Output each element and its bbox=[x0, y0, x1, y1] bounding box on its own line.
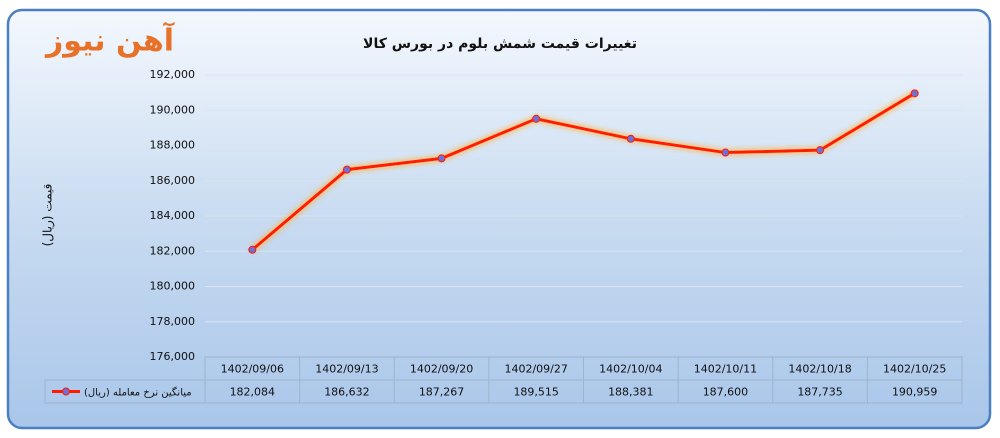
value-label: 187,735 bbox=[797, 386, 843, 399]
chart-title: تغییرات قیمت شمش بلوم در بورس کالا bbox=[363, 36, 637, 52]
data-point bbox=[816, 146, 825, 155]
y-tick-label: 188,000 bbox=[150, 139, 196, 152]
value-label: 188,381 bbox=[608, 386, 654, 399]
value-label: 187,267 bbox=[419, 386, 465, 399]
x-tick-label: 1402/09/06 bbox=[221, 363, 284, 376]
value-label: 186,632 bbox=[324, 386, 370, 399]
y-tick-label: 190,000 bbox=[150, 103, 196, 116]
data-point bbox=[532, 114, 541, 123]
x-tick-label: 1402/10/25 bbox=[883, 363, 946, 376]
y-tick-label: 180,000 bbox=[150, 280, 196, 293]
y-tick-label: 186,000 bbox=[150, 174, 196, 187]
value-label: 190,959 bbox=[892, 386, 938, 399]
y-tick-label: 192,000 bbox=[150, 68, 196, 81]
frame bbox=[6, 8, 992, 430]
y-axis-label: قیمت (ریال) bbox=[41, 184, 56, 247]
data-point bbox=[248, 245, 257, 254]
legend-label: میانگین نرخ معامله (ریال) bbox=[84, 387, 192, 399]
value-label: 182,084 bbox=[230, 386, 276, 399]
data-point bbox=[342, 165, 351, 174]
data-point bbox=[910, 89, 919, 98]
data-line bbox=[251, 92, 916, 251]
logo: آهن نیوز bbox=[44, 22, 175, 59]
value-label: 187,600 bbox=[703, 386, 749, 399]
x-tick-label: 1402/10/04 bbox=[599, 363, 662, 376]
legend-marker bbox=[62, 387, 70, 396]
data-point bbox=[437, 154, 446, 163]
y-tick-label: 184,000 bbox=[150, 209, 196, 222]
x-tick-label: 1402/09/27 bbox=[504, 363, 567, 376]
y-tick-label: 182,000 bbox=[150, 244, 196, 257]
data-point bbox=[626, 134, 635, 143]
x-tick-label: 1402/09/13 bbox=[315, 363, 378, 376]
data-point bbox=[721, 148, 730, 157]
x-tick-label: 1402/10/18 bbox=[788, 363, 851, 376]
y-tick-label: 178,000 bbox=[150, 315, 196, 328]
x-tick-label: 1402/10/11 bbox=[694, 363, 757, 376]
value-label: 189,515 bbox=[513, 386, 559, 399]
y-tick-label: 176,000 bbox=[150, 350, 196, 363]
x-tick-label: 1402/09/20 bbox=[410, 363, 473, 376]
